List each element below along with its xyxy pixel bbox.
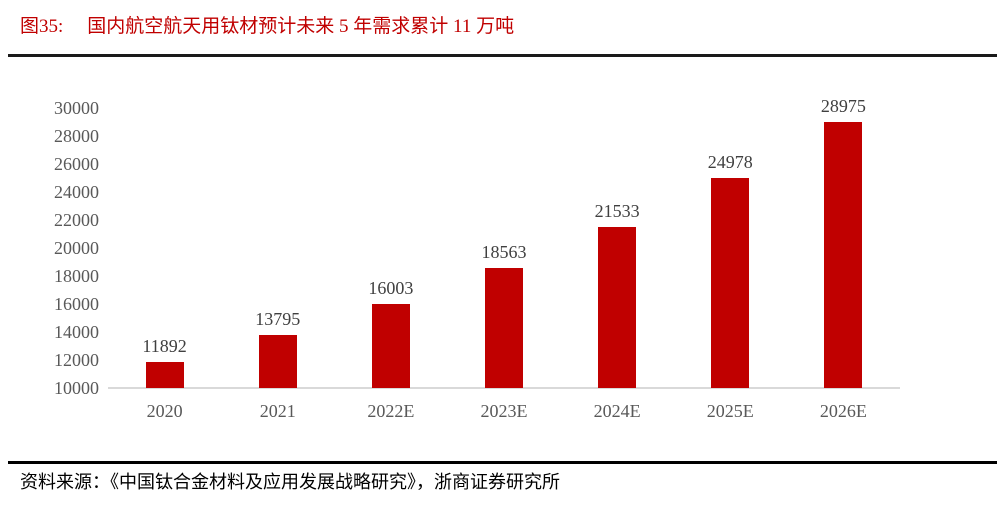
x-tick-label: 2025E (706, 401, 754, 421)
bar-value-label: 16003 (368, 277, 414, 298)
x-tick-label: 2026E (819, 401, 867, 421)
figure-title: 图35: 国内航空航天用钛材预计未来 5 年需求累计 11 万吨 (20, 14, 514, 40)
x-axis-line (108, 387, 900, 389)
bar-2023E (485, 268, 523, 388)
y-tick-label: 26000 (54, 154, 99, 174)
y-tick-label: 14000 (54, 322, 99, 342)
bar-value-label: 28975 (820, 96, 866, 117)
y-tick-label: 22000 (54, 210, 99, 230)
x-tick-label: 2020 (146, 401, 183, 421)
bar-value-label: 11892 (142, 335, 187, 356)
y-tick-label: 18000 (54, 266, 99, 286)
bar-value-label: 21533 (594, 200, 640, 221)
bar-2022E (371, 303, 410, 388)
bar-value-label: 18563 (481, 242, 527, 263)
bar-value-label: 24978 (707, 152, 753, 173)
figure-number: 图35: (20, 16, 64, 37)
y-tick-label: 30000 (54, 98, 99, 118)
footer-divider (8, 461, 997, 464)
source-note: 资料来源：《中国钛合金材料及应用发展战略研究》，浙商证券研究所 (20, 472, 560, 492)
bar-2025E (711, 178, 750, 388)
bar-chart: 30000 28000 26000 24000 22000 20000 18000 16000… (54, 96, 900, 421)
x-tick-label: 2022E (367, 401, 415, 421)
title-divider (8, 54, 997, 57)
bar-value-label: 13795 (255, 308, 301, 329)
bar-2020 (145, 361, 184, 388)
x-tick-label: 2023E (480, 401, 528, 421)
bar-2021 (258, 334, 297, 388)
y-tick-label: 20000 (54, 238, 99, 258)
y-tick-label: 10000 (54, 378, 99, 398)
y-tick-label: 12000 (54, 350, 99, 370)
y-tick-label: 24000 (54, 182, 99, 202)
y-tick-label: 16000 (54, 294, 99, 314)
bar-2024E (598, 226, 637, 388)
bar-2026E (824, 122, 863, 388)
y-tick-label: 28000 (54, 126, 99, 146)
figure-title-text: 国内航空航天用钛材预计未来 5 年需求累计 11 万吨 (87, 16, 515, 37)
x-tick-label: 2021 (259, 401, 296, 421)
x-tick-label: 2024E (593, 401, 641, 421)
